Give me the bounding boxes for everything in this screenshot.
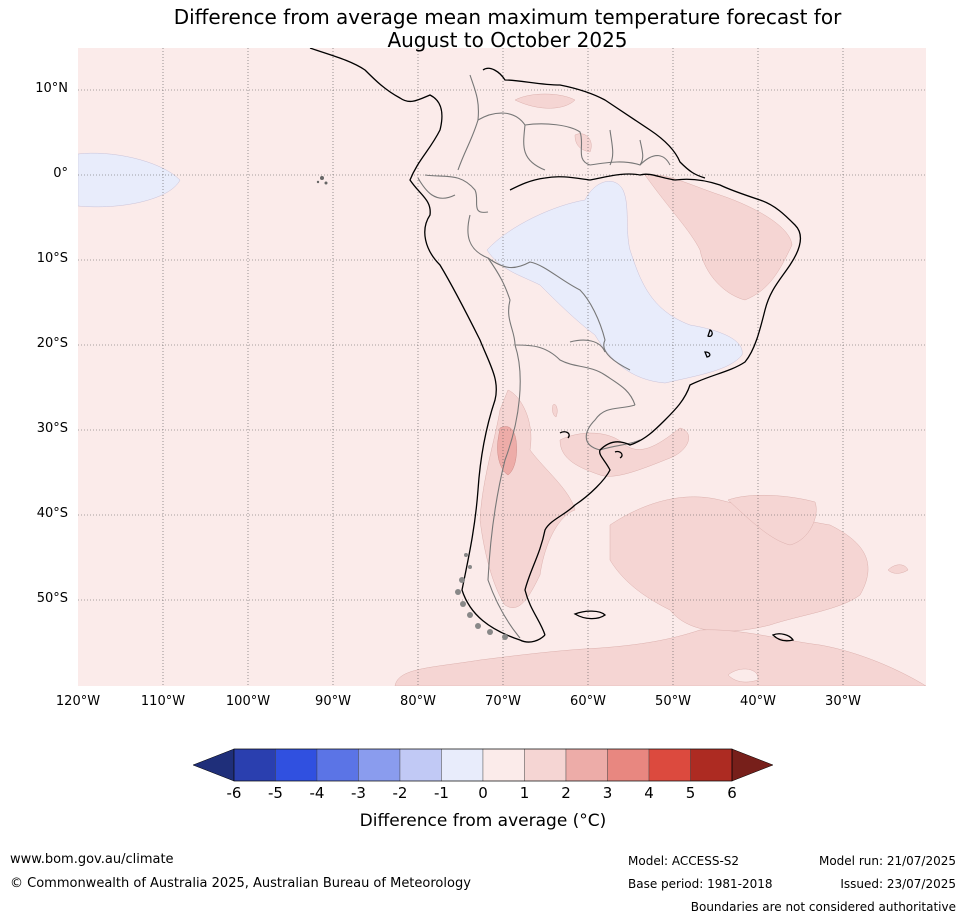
- colorbar-tick-label: 6: [727, 784, 737, 802]
- galapagos-islands: [316, 176, 328, 185]
- colorbar-label: Difference from average (°C): [359, 811, 607, 831]
- colorbar-segment: [607, 748, 650, 782]
- anomaly-pink-small-east: [887, 564, 909, 574]
- longitude-label: 70°W: [485, 694, 521, 709]
- longitude-label: 30°W: [825, 694, 861, 709]
- colorbar-tick-label: -4: [309, 784, 325, 802]
- colorbar-segment: [316, 748, 359, 782]
- colorbar-tick-label: -2: [392, 784, 408, 802]
- longitude-label: 120°W: [55, 694, 101, 709]
- colorbar-max-arrow: [731, 748, 774, 782]
- latitude-label: 30°S: [36, 421, 68, 436]
- longitude-label: 110°W: [140, 694, 186, 709]
- latitude-label: 10°S: [36, 251, 68, 266]
- anomaly-pink-guiana: [574, 133, 592, 153]
- issued-text: Issued: 23/07/2025: [840, 877, 956, 891]
- longitude-label: 40°W: [740, 694, 776, 709]
- anomaly-blue-pacific: [78, 152, 181, 208]
- colorbar-tick-label: 2: [561, 784, 571, 802]
- anomaly-pink-small-pampas: [552, 404, 558, 418]
- colorbar-segment: [233, 748, 276, 782]
- anomaly-blue-brazil: [486, 181, 743, 384]
- graticule: [78, 48, 926, 686]
- anomaly-light-island-1: [727, 668, 759, 683]
- colorbar-segment: [648, 748, 691, 782]
- anomaly-pink-south-atlantic-east: [727, 494, 817, 546]
- chile-islands: [455, 553, 508, 640]
- longitude-label: 50°W: [655, 694, 691, 709]
- chart-title-line1: Difference from average mean maximum tem…: [173, 5, 842, 29]
- colorbar-segment: [399, 748, 442, 782]
- copyright-text: © Commonwealth of Australia 2025, Austra…: [10, 876, 471, 891]
- colorbar-segment: [690, 748, 733, 782]
- latitude-label: 10°N: [35, 81, 68, 96]
- latitude-label: 20°S: [36, 336, 68, 351]
- latitude-label: 0°: [53, 166, 68, 181]
- website-link[interactable]: www.bom.gov.au/climate: [10, 852, 174, 867]
- colorbar-tick-label: 4: [644, 784, 654, 802]
- latitude-label: 40°S: [36, 506, 68, 521]
- coastline: [309, 48, 802, 643]
- colorbar-segment: [275, 748, 318, 782]
- model-run-text: Model run: 21/07/2025: [818, 854, 956, 868]
- longitude-label: 60°W: [570, 694, 606, 709]
- colorbar-segment: [524, 748, 567, 782]
- colorbar-tick-label: 5: [685, 784, 696, 802]
- colorbar-segment: [358, 748, 401, 782]
- longitude-label: 90°W: [315, 694, 351, 709]
- colorbar-tick-label: -6: [226, 784, 242, 802]
- anomaly-pink-northeast-brazil: [644, 174, 793, 301]
- base-period-text: Base period: 1981-2018: [628, 877, 773, 891]
- anomaly-pink-venezuela: [514, 93, 576, 109]
- colorbar-tick-label: -1: [434, 784, 449, 802]
- colorbar-tick-label: 3: [602, 784, 613, 802]
- colorbar-tick-label: -3: [351, 784, 366, 802]
- colorbar-segment: [441, 748, 484, 782]
- anomaly-pink-uruguay: [559, 427, 689, 477]
- colorbar-min-arrow: [192, 748, 235, 782]
- colorbar-segment: [565, 748, 608, 782]
- longitude-label: 80°W: [400, 694, 436, 709]
- colorbar-tick-label: -5: [268, 784, 283, 802]
- disclaimer-text: Boundaries are not considered authoritat…: [690, 900, 956, 914]
- chart-title-line2: August to October 2025: [387, 28, 628, 52]
- colorbar-outline: [233, 748, 733, 782]
- longitude-label: 100°W: [225, 694, 271, 709]
- colorbar-tick-label: 0: [478, 784, 488, 802]
- anomaly-pink-southern-ocean: [394, 629, 926, 686]
- model-text: Model: ACCESS-S2: [628, 854, 740, 868]
- colorbar-tick-label: 1: [519, 784, 530, 802]
- country-borders: [417, 74, 671, 639]
- colorbar: [192, 748, 774, 782]
- colorbar-segment: [482, 748, 525, 782]
- latitude-label: 50°S: [36, 591, 68, 606]
